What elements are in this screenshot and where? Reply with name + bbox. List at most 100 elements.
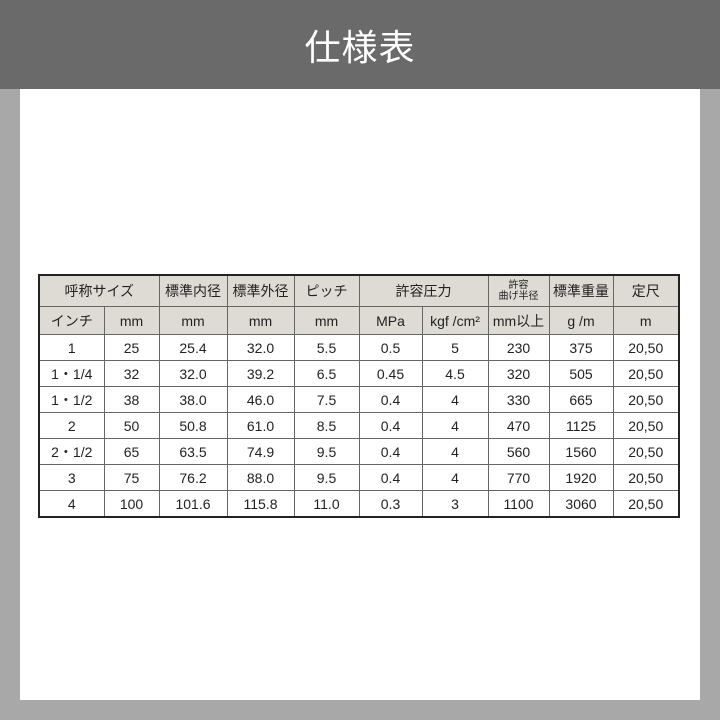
spec-table: 呼称サイズ 標準内径 標準外径 ピッチ 許容圧力 許容 曲げ半径 標準重量 定尺 インチ mm mm… (38, 274, 680, 518)
table-cell: 11.0 (293, 490, 360, 518)
table-cell: 0.3 (358, 490, 423, 518)
table-cell: 375 (548, 334, 614, 361)
table-cell: 665 (548, 386, 614, 413)
table-cell: 9.5 (293, 438, 360, 465)
column-header: 標準内径 (158, 274, 228, 307)
column-header: 定尺 (612, 274, 680, 307)
unit-header: mm以上 (487, 306, 550, 335)
table-cell: 3060 (548, 490, 614, 518)
unit-row: インチ mm mm mm mm MPa kgf /cm² mm以上 g /m m (38, 306, 680, 335)
table-cell: 330 (487, 386, 550, 413)
table-cell: 75 (103, 464, 160, 491)
table-cell: 76.2 (158, 464, 228, 491)
table-row: 1・1/2 38 38.0 46.0 7.5 0.4 4 330 665 20,50 (38, 386, 680, 413)
table-cell: 4 (421, 386, 489, 413)
table-cell: 2 (38, 412, 105, 439)
page-title: 仕様表 (304, 27, 416, 69)
unit-header: mm (103, 306, 160, 335)
table-cell: 770 (487, 464, 550, 491)
unit-header: mm (158, 306, 228, 335)
table-cell: 25 (103, 334, 160, 361)
table-cell: 61.0 (226, 412, 295, 439)
table-cell: 505 (548, 360, 614, 387)
table-cell: 38 (103, 386, 160, 413)
title-bar: 仕様表 (0, 0, 720, 89)
table-cell: 20,50 (612, 334, 680, 361)
table-cell: 63.5 (158, 438, 228, 465)
table-row: 3 75 76.2 88.0 9.5 0.4 4 770 1920 20,50 (38, 464, 680, 491)
unit-header: インチ (38, 306, 105, 335)
unit-header: MPa (358, 306, 423, 335)
table-cell: 20,50 (612, 412, 680, 439)
table-cell: 1920 (548, 464, 614, 491)
table-cell: 46.0 (226, 386, 295, 413)
table-cell: 25.4 (158, 334, 228, 361)
table-cell: 320 (487, 360, 550, 387)
table-cell: 3 (421, 490, 489, 518)
table-cell: 470 (487, 412, 550, 439)
column-header: 呼称サイズ (38, 274, 160, 307)
unit-header: mm (293, 306, 360, 335)
table-cell: 1 (38, 334, 105, 361)
content-panel: 呼称サイズ 標準内径 標準外径 ピッチ 許容圧力 許容 曲げ半径 標準重量 定尺 インチ mm mm… (20, 89, 700, 700)
header-row: 呼称サイズ 標準内径 標準外径 ピッチ 許容圧力 許容 曲げ半径 標準重量 定尺 (38, 274, 680, 307)
table-cell: 1100 (487, 490, 550, 518)
table-cell: 4 (38, 490, 105, 518)
column-header: 許容圧力 (358, 274, 489, 307)
table-row: 2 50 50.8 61.0 8.5 0.4 4 470 1125 20,50 (38, 412, 680, 439)
table-cell: 20,50 (612, 438, 680, 465)
table-cell: 2・1/2 (38, 438, 105, 465)
unit-header: kgf /cm² (421, 306, 489, 335)
table-cell: 3 (38, 464, 105, 491)
table-cell: 1125 (548, 412, 614, 439)
table-row: 2・1/2 65 63.5 74.9 9.5 0.4 4 560 1560 20,50 (38, 438, 680, 465)
table-cell: 1・1/2 (38, 386, 105, 413)
table-cell: 0.5 (358, 334, 423, 361)
table-cell: 560 (487, 438, 550, 465)
table-cell: 20,50 (612, 490, 680, 518)
table-cell: 0.4 (358, 412, 423, 439)
table-cell: 0.4 (358, 386, 423, 413)
column-header: ピッチ (293, 274, 360, 307)
unit-header: g /m (548, 306, 614, 335)
column-header: 標準外径 (226, 274, 295, 307)
table-cell: 0.4 (358, 464, 423, 491)
table-cell: 230 (487, 334, 550, 361)
unit-header: mm (226, 306, 295, 335)
table-row: 1・1/4 32 32.0 39.2 6.5 0.45 4.5 320 505 20,50 (38, 360, 680, 387)
table-cell: 20,50 (612, 360, 680, 387)
table-cell: 0.4 (358, 438, 423, 465)
table-cell: 39.2 (226, 360, 295, 387)
table-cell: 1・1/4 (38, 360, 105, 387)
table-cell: 4 (421, 412, 489, 439)
table-cell: 50.8 (158, 412, 228, 439)
table-cell: 1560 (548, 438, 614, 465)
table-cell: 65 (103, 438, 160, 465)
table-cell: 115.8 (226, 490, 295, 518)
table-cell: 38.0 (158, 386, 228, 413)
column-header: 標準重量 (548, 274, 614, 307)
table-cell: 50 (103, 412, 160, 439)
table-cell: 20,50 (612, 386, 680, 413)
table-cell: 88.0 (226, 464, 295, 491)
column-header: 許容 曲げ半径 (487, 274, 550, 307)
table-cell: 8.5 (293, 412, 360, 439)
table-cell: 74.9 (226, 438, 295, 465)
unit-header: m (612, 306, 680, 335)
table-cell: 20,50 (612, 464, 680, 491)
table-cell: 9.5 (293, 464, 360, 491)
table-cell: 5 (421, 334, 489, 361)
table-cell: 32.0 (226, 334, 295, 361)
table-cell: 32 (103, 360, 160, 387)
table-cell: 4 (421, 438, 489, 465)
table-row: 1 25 25.4 32.0 5.5 0.5 5 230 375 20,50 (38, 334, 680, 361)
table-cell: 100 (103, 490, 160, 518)
table-row: 4 100 101.6 115.8 11.0 0.3 3 1100 3060 20,50 (38, 490, 680, 518)
table-cell: 32.0 (158, 360, 228, 387)
table-cell: 5.5 (293, 334, 360, 361)
table-cell: 0.45 (358, 360, 423, 387)
table-cell: 6.5 (293, 360, 360, 387)
table-cell: 7.5 (293, 386, 360, 413)
table-cell: 101.6 (158, 490, 228, 518)
table-cell: 4 (421, 464, 489, 491)
